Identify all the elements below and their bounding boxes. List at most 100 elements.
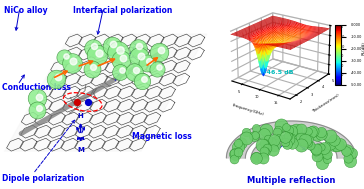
- Point: [283, 125, 289, 129]
- Point: [288, 129, 294, 132]
- Point: [254, 155, 260, 158]
- Point: [260, 156, 266, 159]
- Point: [158, 48, 163, 51]
- Point: [310, 129, 316, 132]
- Point: [331, 138, 336, 141]
- Point: [138, 54, 144, 57]
- Text: H: H: [77, 113, 83, 119]
- Point: [344, 149, 350, 152]
- Point: [34, 109, 40, 112]
- Point: [347, 159, 353, 162]
- Point: [139, 79, 145, 82]
- Point: [307, 143, 313, 146]
- Point: [136, 45, 142, 48]
- Point: [278, 123, 284, 126]
- Point: [135, 46, 141, 50]
- Point: [324, 158, 329, 161]
- Point: [262, 151, 268, 154]
- Point: [305, 142, 311, 145]
- Point: [61, 56, 67, 59]
- Point: [236, 146, 241, 149]
- Point: [302, 138, 308, 141]
- Point: [85, 101, 91, 104]
- Point: [318, 133, 324, 136]
- Point: [111, 42, 116, 45]
- Point: [91, 45, 97, 48]
- Point: [253, 127, 258, 130]
- Point: [263, 146, 269, 149]
- Point: [231, 157, 237, 160]
- Point: [327, 142, 333, 145]
- Point: [285, 134, 291, 137]
- Point: [54, 77, 59, 80]
- Point: [314, 155, 320, 158]
- Point: [89, 68, 95, 71]
- Polygon shape: [4, 34, 207, 151]
- Point: [133, 68, 139, 71]
- Point: [274, 130, 280, 133]
- Point: [271, 144, 277, 147]
- Point: [298, 137, 304, 140]
- Point: [36, 107, 42, 110]
- Point: [119, 68, 125, 71]
- Point: [55, 75, 61, 78]
- Point: [91, 66, 96, 69]
- Point: [36, 95, 41, 98]
- Point: [261, 141, 267, 144]
- Point: [90, 46, 95, 50]
- Text: Interfacial polarization: Interfacial polarization: [73, 6, 172, 15]
- Point: [243, 130, 249, 133]
- Point: [288, 136, 294, 139]
- Point: [305, 130, 311, 133]
- Point: [235, 150, 241, 153]
- Point: [282, 141, 288, 144]
- Point: [74, 101, 80, 104]
- Point: [261, 150, 266, 153]
- Point: [154, 68, 160, 71]
- Point: [318, 146, 324, 149]
- Point: [119, 58, 124, 61]
- Point: [34, 97, 40, 100]
- Point: [261, 132, 267, 136]
- Point: [243, 137, 249, 140]
- Point: [349, 152, 355, 155]
- Point: [302, 138, 308, 141]
- Point: [235, 141, 241, 144]
- X-axis label: Frequency(GHz): Frequency(GHz): [232, 103, 265, 117]
- Point: [334, 144, 340, 147]
- Point: [253, 156, 258, 159]
- Point: [156, 50, 162, 53]
- Point: [275, 128, 281, 131]
- Point: [315, 146, 321, 149]
- Text: Conduction loss: Conduction loss: [2, 83, 71, 92]
- Point: [327, 134, 333, 137]
- Text: M: M: [77, 147, 84, 153]
- Point: [343, 149, 349, 152]
- Point: [319, 161, 325, 164]
- Point: [232, 152, 237, 155]
- Point: [314, 133, 320, 136]
- Point: [268, 141, 274, 144]
- Polygon shape: [226, 121, 356, 158]
- Point: [324, 153, 330, 156]
- Point: [276, 136, 281, 139]
- Point: [252, 133, 258, 136]
- Point: [232, 152, 237, 155]
- Point: [120, 56, 126, 59]
- Point: [337, 143, 343, 146]
- Point: [251, 135, 257, 138]
- Point: [306, 138, 312, 141]
- Point: [136, 56, 142, 59]
- Point: [259, 144, 265, 147]
- Text: Dipole polarization: Dipole polarization: [2, 174, 84, 183]
- Point: [311, 148, 317, 151]
- Text: Multiple reflection: Multiple reflection: [247, 177, 335, 185]
- Point: [144, 62, 150, 65]
- Point: [265, 137, 270, 140]
- Point: [321, 146, 327, 149]
- Point: [286, 129, 292, 132]
- Point: [298, 144, 304, 147]
- Point: [117, 48, 123, 51]
- Point: [271, 138, 277, 141]
- Point: [71, 60, 76, 63]
